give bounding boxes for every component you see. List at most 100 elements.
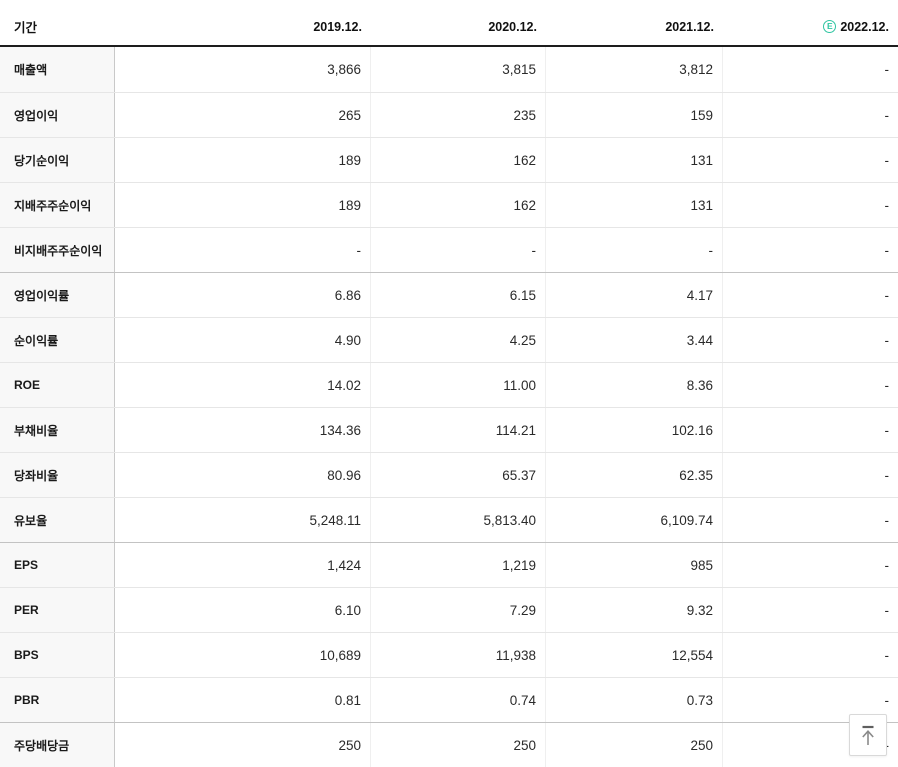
value-cell: 4.17 bbox=[546, 273, 723, 317]
value-cell: 6.15 bbox=[371, 273, 546, 317]
value-cell: 10,689 bbox=[115, 633, 371, 677]
value-cell: 11.00 bbox=[371, 363, 546, 407]
row-label: EPS bbox=[0, 543, 115, 587]
value-cell: - bbox=[884, 62, 890, 77]
value-cell: 265 bbox=[115, 93, 371, 137]
period-header-label: 기간 bbox=[14, 21, 38, 35]
value-cell: 12,554 bbox=[546, 633, 723, 677]
value-cell: 985 bbox=[546, 543, 723, 587]
value-cell: - bbox=[115, 228, 371, 272]
value-cell: - bbox=[884, 647, 890, 663]
value-cell: - bbox=[884, 287, 890, 303]
value-cell: 1,424 bbox=[115, 543, 371, 587]
table-row: PER 6.10 7.29 9.32 - bbox=[0, 587, 898, 632]
value-cell: 189 bbox=[115, 138, 371, 182]
value-cell: 5,248.11 bbox=[115, 498, 371, 542]
value-cell: 131 bbox=[546, 183, 723, 227]
value-cell: 250 bbox=[546, 723, 723, 767]
table-row: 부채비율 134.36 114.21 102.16 - bbox=[0, 407, 898, 452]
column-header-label: 2022.12. bbox=[840, 19, 889, 34]
value-cell: 14.02 bbox=[115, 363, 371, 407]
table-row: BPS 10,689 11,938 12,554 - bbox=[0, 632, 898, 677]
value-cell: 62.35 bbox=[546, 453, 723, 497]
table-row: 영업이익 265 235 159 - bbox=[0, 92, 898, 137]
table-row: 당기순이익 189 162 131 - bbox=[0, 137, 898, 182]
row-label: 매출액 bbox=[0, 47, 115, 92]
row-label: 영업이익 bbox=[0, 93, 115, 137]
table-row: 지배주주순이익 189 162 131 - bbox=[0, 182, 898, 227]
table-row: 매출액 3,866 3,815 3,812 - bbox=[0, 47, 898, 92]
value-cell: 7.29 bbox=[371, 588, 546, 632]
value-cell: 80.96 bbox=[115, 453, 371, 497]
value-cell: - bbox=[884, 692, 890, 708]
value-cell: 9.32 bbox=[546, 588, 723, 632]
value-cell: 11,938 bbox=[371, 633, 546, 677]
value-cell: - bbox=[884, 557, 890, 573]
column-header-label: 2020.12. bbox=[488, 19, 537, 34]
value-cell: - bbox=[884, 377, 890, 393]
row-label: PBR bbox=[0, 678, 115, 722]
column-header-label: 2019.12. bbox=[313, 19, 362, 34]
value-cell: 102.16 bbox=[546, 408, 723, 452]
row-label: PER bbox=[0, 588, 115, 632]
value-cell: 65.37 bbox=[371, 453, 546, 497]
table-row: 주당배당금 250 250 250 - bbox=[0, 722, 898, 767]
value-cell: - bbox=[884, 197, 890, 213]
value-cell: - bbox=[884, 422, 890, 438]
value-cell: - bbox=[884, 152, 890, 168]
table-row: PBR 0.81 0.74 0.73 - bbox=[0, 677, 898, 722]
value-cell: 4.25 bbox=[371, 318, 546, 362]
value-cell: 0.81 bbox=[115, 678, 371, 722]
value-cell: 159 bbox=[546, 93, 723, 137]
row-label: 비지배주주순이익 bbox=[0, 228, 115, 272]
value-cell: 6,109.74 bbox=[546, 498, 723, 542]
value-cell: 235 bbox=[371, 93, 546, 137]
value-cell: 4.90 bbox=[115, 318, 371, 362]
value-cell: 3,815 bbox=[371, 47, 546, 92]
value-cell: 6.10 bbox=[115, 588, 371, 632]
value-cell: 8.36 bbox=[546, 363, 723, 407]
table-row: 당좌비율 80.96 65.37 62.35 - bbox=[0, 452, 898, 497]
value-cell: - bbox=[884, 602, 890, 618]
column-header: E 2019.12. bbox=[115, 20, 371, 34]
value-cell: - bbox=[371, 228, 546, 272]
value-cell: 162 bbox=[371, 138, 546, 182]
table-row: 영업이익률 6.86 6.15 4.17 - bbox=[0, 272, 898, 317]
table-row: 유보율 5,248.11 5,813.40 6,109.74 - bbox=[0, 497, 898, 542]
value-cell: 134.36 bbox=[115, 408, 371, 452]
table-row: 순이익률 4.90 4.25 3.44 - bbox=[0, 317, 898, 362]
row-label: 유보율 bbox=[0, 498, 115, 542]
value-cell: 1,219 bbox=[371, 543, 546, 587]
value-cell: 131 bbox=[546, 138, 723, 182]
value-cell: 0.74 bbox=[371, 678, 546, 722]
table-row: 비지배주주순이익 - - - - bbox=[0, 227, 898, 272]
value-cell: 114.21 bbox=[371, 408, 546, 452]
estimate-icon: E bbox=[823, 20, 837, 33]
value-cell: 3.44 bbox=[546, 318, 723, 362]
value-cell: 189 bbox=[115, 183, 371, 227]
row-label: 당좌비율 bbox=[0, 453, 115, 497]
value-cell: 0.73 bbox=[546, 678, 723, 722]
value-cell: - bbox=[884, 512, 890, 528]
table-body: 매출액 3,866 3,815 3,812 - 영업이익 265 235 159… bbox=[0, 47, 898, 767]
value-cell: 162 bbox=[371, 183, 546, 227]
column-header-label: 2021.12. bbox=[665, 19, 714, 34]
row-label: 당기순이익 bbox=[0, 138, 115, 182]
value-cell: 250 bbox=[371, 723, 546, 767]
column-header: E 2022.12. bbox=[723, 20, 898, 34]
value-cell: 6.86 bbox=[115, 273, 371, 317]
column-header: E 2021.12. bbox=[546, 20, 723, 34]
row-label: 영업이익률 bbox=[0, 273, 115, 317]
value-cell: 5,813.40 bbox=[371, 498, 546, 542]
row-label: BPS bbox=[0, 633, 115, 677]
row-label: ROE bbox=[0, 363, 115, 407]
row-label: 주당배당금 bbox=[0, 723, 115, 767]
value-cell: - bbox=[884, 332, 890, 348]
scroll-to-top-icon bbox=[859, 725, 877, 746]
value-cell: - bbox=[884, 467, 890, 483]
row-label: 지배주주순이익 bbox=[0, 183, 115, 227]
value-cell: - bbox=[884, 107, 890, 123]
scroll-to-top-button[interactable] bbox=[849, 714, 887, 756]
table-row: EPS 1,424 1,219 985 - bbox=[0, 542, 898, 587]
column-header: E 2020.12. bbox=[371, 20, 546, 34]
